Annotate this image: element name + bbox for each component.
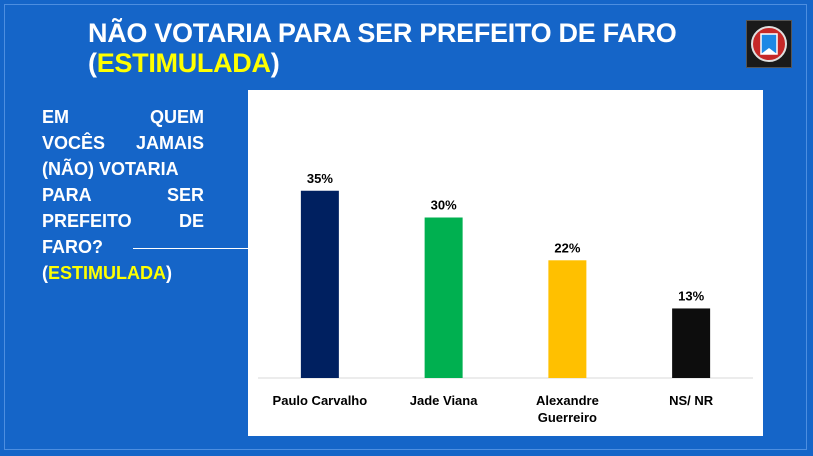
question-row: VOCÊS JAMAIS — [42, 130, 204, 156]
title-line-2: (ESTIMULADA) — [88, 48, 728, 78]
question-row: PREFEITO DE — [42, 208, 204, 234]
question-row: FARO? — [42, 234, 204, 260]
title-highlight: ESTIMULADA — [96, 48, 271, 78]
data-label: 35% — [307, 171, 333, 186]
category-label: Paulo Carvalho — [273, 393, 368, 408]
question-word: SER — [166, 185, 204, 205]
bar — [672, 308, 711, 378]
seal-logo-icon — [746, 20, 792, 68]
bar-chart-svg: 35% Paulo Carvalho 30% Jade Viana 22% Alexand… — [258, 171, 753, 425]
bar — [548, 260, 587, 378]
question-row: PARA SER — [42, 182, 204, 208]
question-word: FARO? — [42, 237, 103, 257]
bar — [300, 190, 339, 378]
question-highlight: ESTIMULADA — [48, 263, 166, 283]
category-label: Jade Viana — [410, 393, 478, 408]
question-row: (ESTIMULADA) — [42, 260, 204, 286]
question-row: EM QUEM — [42, 104, 204, 130]
category-label: Guerreiro — [538, 410, 597, 425]
slide-title: NÃO VOTARIA PARA SER PREFEITO DE FARO (E… — [88, 18, 728, 78]
category-label: NS/ NR — [669, 393, 714, 408]
data-label: 30% — [431, 198, 457, 213]
title-line-1: NÃO VOTARIA PARA SER PREFEITO DE FARO — [88, 18, 677, 48]
data-label: 13% — [678, 288, 704, 303]
question-word: (NÃO) VOTARIA — [42, 159, 179, 179]
question-word: VOCÊS — [42, 133, 106, 153]
question-word: DE — [178, 211, 204, 231]
question-word: QUEM — [150, 107, 204, 127]
bar — [424, 217, 463, 378]
data-label: 22% — [554, 240, 580, 255]
survey-question: EM QUEM VOCÊS JAMAIS (NÃO) VOTARIA PARA SER PRE… — [42, 104, 204, 286]
bar-chart: 35% Paulo Carvalho 30% Jade Viana 22% Alexand… — [248, 90, 763, 436]
question-word: PREFEITO — [42, 211, 132, 231]
question-close-paren: ) — [166, 263, 172, 283]
question-divider — [133, 248, 248, 249]
title-close-paren: ) — [270, 48, 280, 78]
category-label: Alexandre — [536, 393, 599, 408]
question-word: PARA — [42, 185, 92, 205]
question-open-paren: ( — [42, 263, 48, 283]
question-word: EM — [42, 107, 69, 127]
slide-frame — [4, 4, 807, 450]
question-row: (NÃO) VOTARIA — [42, 156, 204, 182]
question-word: JAMAIS — [135, 133, 204, 153]
title-open-paren: ( — [88, 48, 97, 78]
